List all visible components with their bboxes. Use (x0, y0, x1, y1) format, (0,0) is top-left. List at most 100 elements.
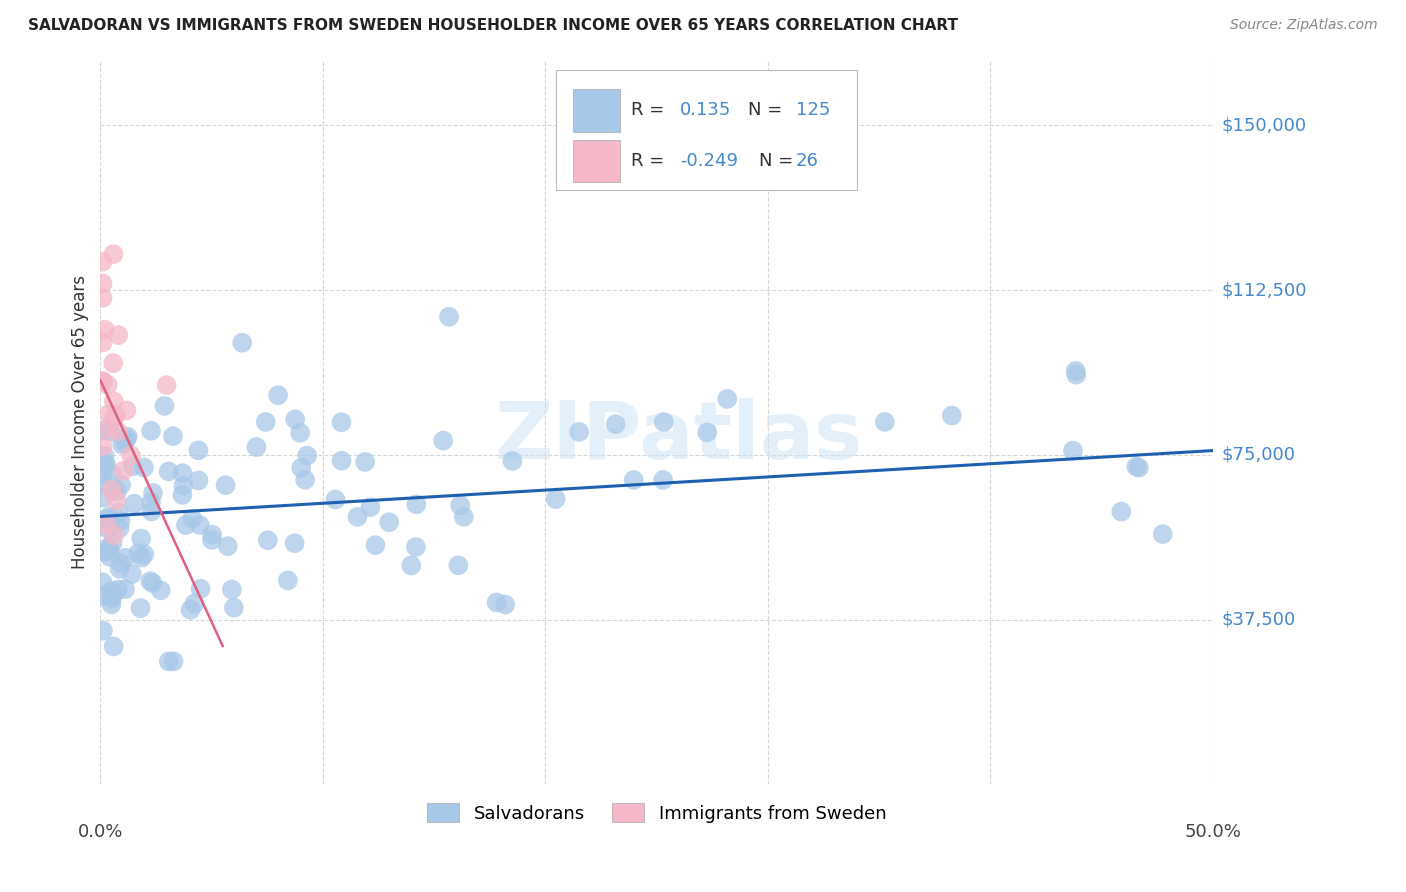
Point (149, 583, 172, 598)
Point (1125, 459, 1147, 474)
Text: 0.135: 0.135 (681, 102, 731, 120)
Point (100, 483, 122, 497)
Point (129, 601, 152, 615)
Point (103, 394, 125, 409)
Point (141, 575, 163, 590)
Point (103, 528, 125, 542)
Point (96, 512, 118, 526)
Point (108, 521, 131, 535)
Text: 26: 26 (796, 152, 818, 170)
Point (449, 499, 471, 513)
Point (139, 495, 162, 509)
Point (127, 546, 149, 560)
Point (91, 476, 114, 491)
Point (105, 483, 128, 498)
Point (284, 536, 307, 550)
Point (103, 640, 125, 654)
Point (501, 454, 523, 468)
Point (91, 254, 114, 268)
Point (378, 515, 401, 529)
Point (288, 425, 311, 440)
Point (405, 497, 427, 511)
Point (162, 429, 184, 443)
Text: 50.0%: 50.0% (1184, 823, 1241, 841)
Point (188, 518, 211, 533)
Point (284, 412, 307, 426)
Point (330, 415, 353, 429)
Point (346, 509, 368, 524)
Point (453, 509, 475, 524)
Point (115, 432, 138, 446)
Point (91, 440, 114, 454)
Point (100, 584, 122, 599)
Point (122, 497, 145, 511)
Point (91, 375, 114, 389)
Point (97, 509, 120, 524)
Point (107, 328, 129, 343)
Point (187, 443, 209, 458)
Point (494, 598, 516, 612)
Point (93, 449, 115, 463)
Point (98, 542, 121, 557)
Point (94, 458, 117, 472)
Point (181, 512, 204, 526)
Point (101, 536, 124, 550)
Text: -0.249: -0.249 (681, 152, 738, 170)
Point (112, 464, 135, 478)
Point (354, 455, 377, 469)
Point (114, 435, 136, 450)
Point (1128, 460, 1150, 475)
Point (222, 600, 245, 615)
Point (172, 488, 194, 502)
Point (231, 335, 253, 350)
Point (103, 410, 125, 425)
Point (121, 567, 143, 582)
Point (91, 624, 114, 638)
Point (294, 473, 316, 487)
Point (652, 473, 675, 487)
Point (267, 388, 290, 402)
Point (162, 655, 184, 669)
Point (873, 415, 896, 429)
Point (157, 655, 180, 669)
Point (156, 378, 179, 392)
Point (256, 533, 278, 548)
Point (121, 459, 143, 474)
FancyBboxPatch shape (574, 89, 620, 132)
Point (103, 356, 125, 370)
Point (201, 533, 224, 547)
Point (174, 518, 197, 533)
Point (91, 589, 114, 603)
Point (120, 449, 142, 463)
Point (183, 597, 205, 611)
Text: N =: N = (748, 102, 782, 120)
Point (157, 465, 180, 479)
Point (93, 491, 115, 505)
Point (129, 532, 152, 546)
Point (214, 478, 236, 492)
Point (91, 374, 114, 388)
Text: R =: R = (631, 152, 664, 170)
Point (134, 547, 156, 561)
Point (91, 277, 114, 291)
Point (544, 491, 567, 506)
Point (110, 477, 132, 491)
Point (97, 522, 120, 536)
Point (190, 582, 212, 596)
Point (623, 473, 645, 487)
Point (172, 466, 194, 480)
Point (187, 474, 209, 488)
Point (97, 407, 120, 421)
Point (101, 589, 124, 603)
Point (132, 460, 155, 475)
Point (941, 409, 963, 423)
Point (111, 437, 134, 451)
Legend: Salvadorans, Immigrants from Sweden: Salvadorans, Immigrants from Sweden (419, 796, 894, 830)
Point (96, 517, 118, 532)
Point (437, 310, 460, 324)
Text: 125: 125 (796, 102, 830, 120)
Point (97, 541, 120, 555)
Point (1064, 368, 1087, 382)
Point (142, 486, 165, 500)
Point (364, 538, 387, 552)
